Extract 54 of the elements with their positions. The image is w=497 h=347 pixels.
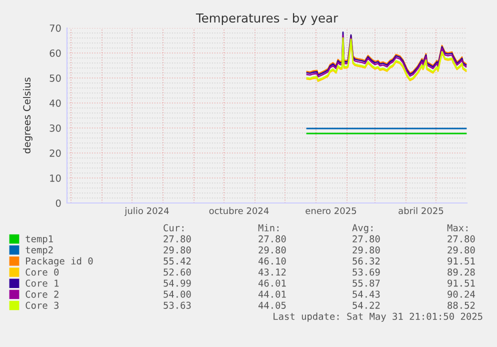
- legend-label: temp1: [26, 235, 53, 244]
- text: Last update: Sat May 31 21:01:50 2025: [274, 312, 482, 322]
- text: Min:: [258, 224, 278, 232]
- y-tick-label: 20: [50, 149, 61, 157]
- x-tick-label: octubre 2024: [209, 207, 269, 214]
- text: 54.99: [164, 280, 191, 287]
- x-tick-label: enero 2025: [306, 207, 356, 214]
- text: 29.80: [352, 246, 380, 254]
- legend-label: temp2: [26, 246, 53, 256]
- legend-label: Core 0: [26, 268, 59, 276]
- text: 29.80: [258, 246, 286, 254]
- text: 56.32: [352, 257, 380, 265]
- y-tick-label: 60: [50, 49, 61, 57]
- text: Cur:: [164, 224, 184, 232]
- y-tick-label: 30: [50, 124, 61, 132]
- text: 90.24: [448, 290, 475, 298]
- y-tick-label: 70: [50, 24, 61, 32]
- y-axis-title: degrees Celsius: [22, 78, 32, 154]
- legend-label: Core 3: [26, 302, 59, 309]
- text: 89.28: [448, 268, 475, 276]
- x-tick-label: julio 2024: [124, 207, 169, 216]
- legend-label: Package id 0: [26, 257, 93, 266]
- y-tick-label: 10: [50, 174, 61, 182]
- text: 27.80: [258, 235, 286, 242]
- y-tick-label: 40: [50, 99, 61, 107]
- text: Max:: [447, 224, 468, 232]
- legend-label: Core 1: [26, 280, 59, 287]
- text: 44.01: [258, 290, 286, 298]
- legend-label: Core 2: [26, 290, 58, 298]
- x-tick-label: abril 2025: [398, 207, 444, 214]
- text: 54.22: [352, 302, 380, 309]
- chart-title: Temperatures - by year: [196, 13, 338, 25]
- text: 43.12: [258, 268, 286, 276]
- text: 27.80: [352, 235, 380, 242]
- text: 27.80: [448, 235, 475, 242]
- text: 46.01: [258, 280, 286, 287]
- text: 29.80: [164, 246, 191, 254]
- text: 29.80: [448, 246, 475, 254]
- text: 52.60: [164, 268, 191, 276]
- text: Avg:: [352, 224, 372, 234]
- text: 54.43: [352, 290, 380, 298]
- text: 44.05: [258, 302, 286, 309]
- y-tick-label: 50: [50, 74, 61, 82]
- text: 54.00: [164, 290, 191, 298]
- text: 55.87: [352, 280, 380, 287]
- text: 53.63: [164, 302, 191, 309]
- text: 91.51: [448, 257, 475, 265]
- text: 53.69: [352, 268, 380, 276]
- text: 91.51: [448, 280, 475, 287]
- text: 27.80: [164, 235, 191, 242]
- text: 55.42: [164, 257, 191, 265]
- text: 88.52: [448, 302, 475, 309]
- y-tick-label: 0: [56, 199, 61, 207]
- text: 46.10: [258, 257, 286, 265]
